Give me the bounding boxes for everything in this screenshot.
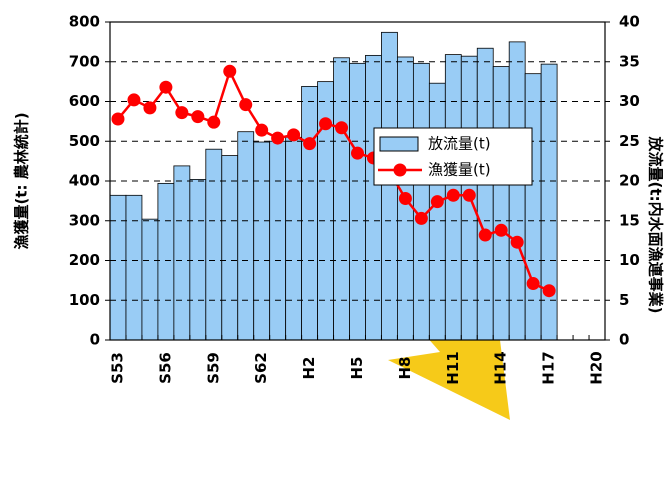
x-tick-label: S62 <box>252 352 270 384</box>
x-tick-label: S59 <box>204 352 222 384</box>
x-tick-label: H8 <box>396 357 414 380</box>
y-tick-label: 200 <box>69 251 100 269</box>
point <box>510 235 524 249</box>
y-axis-title: 漁獲量(t: 農林統計) <box>13 112 31 249</box>
x-tick-label: H11 <box>444 351 462 384</box>
bar <box>173 165 191 341</box>
legend-swatch <box>379 136 419 152</box>
y2-tick-label: 30 <box>619 92 640 110</box>
point <box>255 123 269 137</box>
y2-axis-title: 放流量(t:内水面漁連事業) <box>647 136 665 314</box>
y2-tick-label: 20 <box>619 172 640 190</box>
point <box>398 191 412 205</box>
point <box>335 121 349 135</box>
bar <box>205 148 223 341</box>
y2-tick-label: 15 <box>619 211 640 229</box>
point <box>271 131 285 145</box>
plot-frame <box>109 21 606 341</box>
x-tick-label: H5 <box>348 357 366 380</box>
y2-tick-label: 5 <box>619 291 629 309</box>
bar <box>253 141 271 341</box>
point <box>462 188 476 202</box>
point <box>478 228 492 242</box>
x-tick-label: H17 <box>540 351 558 384</box>
bar <box>540 63 558 341</box>
y-tick-label: 400 <box>69 172 100 190</box>
bar <box>333 57 350 341</box>
y2-tick-label: 10 <box>619 251 640 269</box>
bar <box>365 54 382 341</box>
bar <box>221 155 239 341</box>
y-tick-label: 0 <box>90 331 100 349</box>
y-tick-label: 700 <box>69 52 100 70</box>
y2-tick-label: 40 <box>619 13 640 31</box>
y2-tick-label: 35 <box>619 52 640 70</box>
bar <box>141 218 159 341</box>
bar <box>269 140 287 341</box>
bar <box>301 85 318 341</box>
y-tick-label: 300 <box>69 211 100 229</box>
bar <box>349 62 366 341</box>
x-tick-label: H2 <box>300 357 318 380</box>
y-tick-label: 600 <box>69 92 100 110</box>
y2-tick-label: 25 <box>619 132 640 150</box>
bar <box>285 136 303 341</box>
y2-tick-label: 0 <box>619 331 629 349</box>
point <box>143 101 157 115</box>
y-tick-label: 100 <box>69 291 100 309</box>
point <box>414 211 428 225</box>
point <box>303 137 317 151</box>
bar <box>109 194 127 341</box>
point <box>430 195 444 209</box>
point <box>319 117 333 131</box>
point <box>494 223 508 237</box>
bar <box>412 62 430 341</box>
x-tick-label: H14 <box>492 351 510 384</box>
point <box>223 64 237 78</box>
bar <box>428 82 446 341</box>
legend-marker <box>393 163 407 177</box>
line <box>117 67 550 292</box>
bar <box>492 66 510 341</box>
bar <box>125 194 143 341</box>
legend: 放流量(t) 漁獲量(t) <box>373 127 533 186</box>
point <box>127 93 141 107</box>
bar <box>157 182 175 341</box>
bar <box>508 41 526 341</box>
point <box>446 188 460 202</box>
x-tick-label: H20 <box>588 351 606 384</box>
point <box>207 115 221 129</box>
bar <box>237 131 255 341</box>
point <box>542 284 556 298</box>
point <box>287 128 301 142</box>
y-tick-label: 800 <box>69 13 100 31</box>
point <box>159 80 173 94</box>
bar <box>476 47 494 341</box>
bar <box>381 31 398 341</box>
legend-label: 放流量(t) <box>428 135 491 153</box>
point <box>175 106 189 120</box>
x-tick-label: S56 <box>156 352 174 384</box>
point <box>239 98 253 112</box>
legend-label: 漁獲量(t) <box>428 161 491 179</box>
point <box>351 146 364 160</box>
point <box>191 110 205 124</box>
y-tick-label: 500 <box>69 132 100 150</box>
x-tick-label: S53 <box>108 352 126 384</box>
bar <box>189 179 207 341</box>
point <box>111 112 125 126</box>
point <box>526 277 540 291</box>
